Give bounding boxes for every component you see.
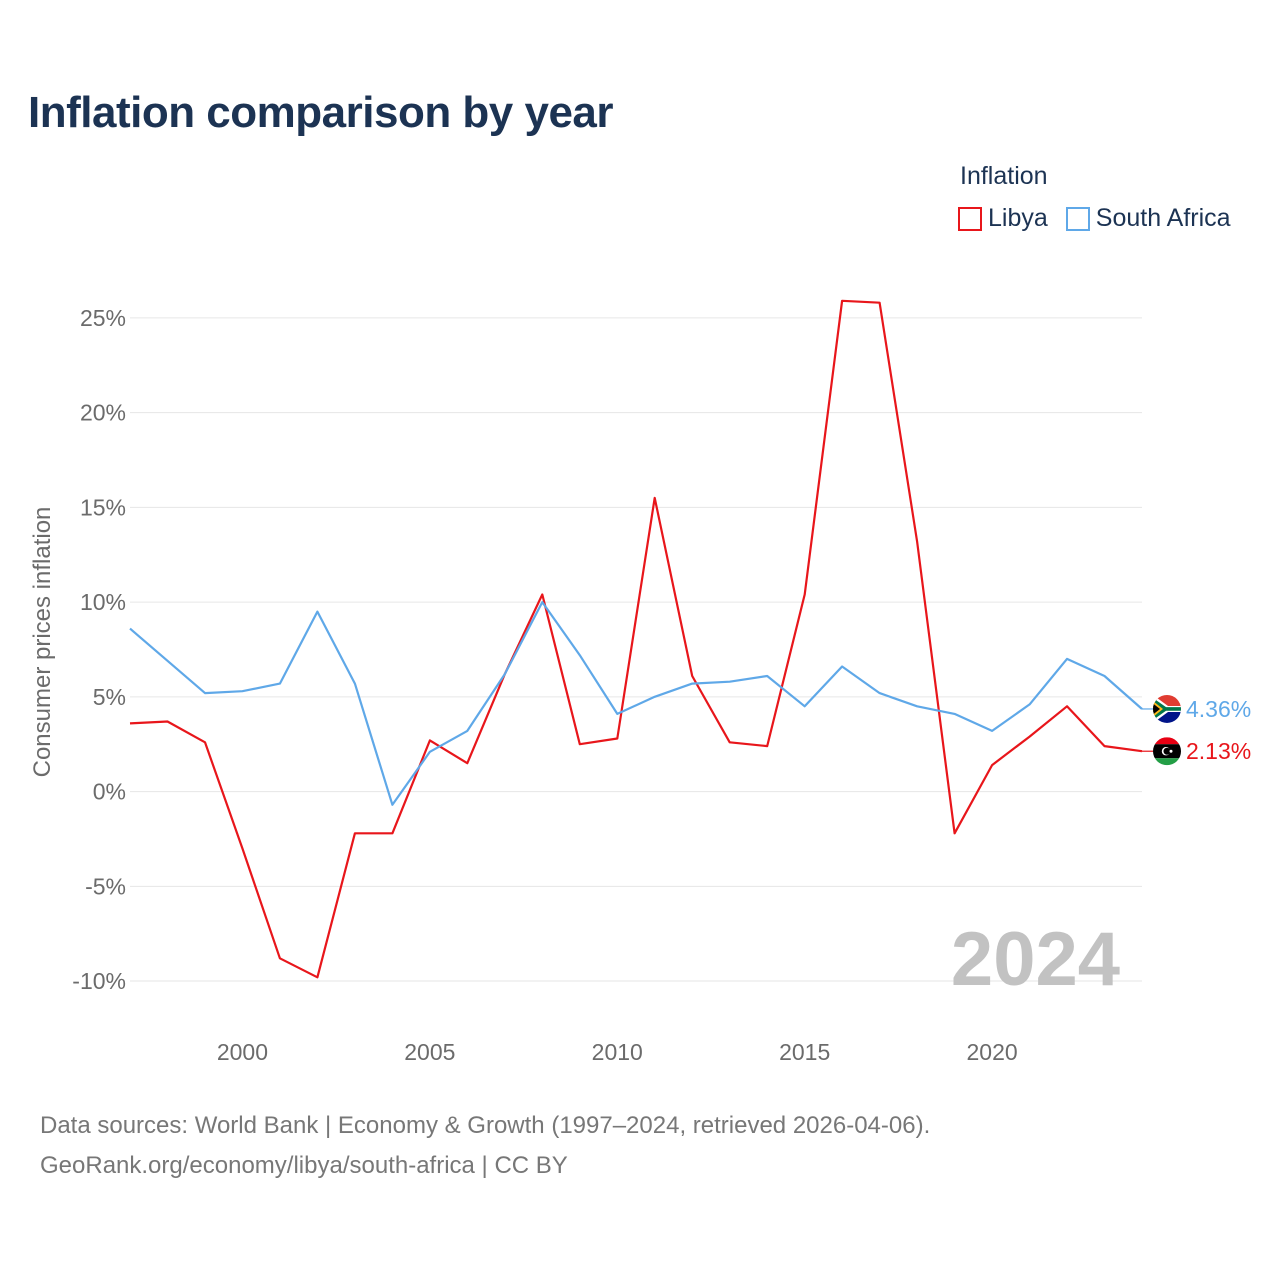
y-axis-label: Consumer prices inflation [29,507,56,778]
y-tick-label: 0% [93,779,126,805]
source-line-1: Data sources: World Bank | Economy & Gro… [40,1112,931,1139]
legend-item-south-africa[interactable]: South Africa [1065,204,1231,233]
legend-label-south-africa: South Africa [1095,204,1231,232]
series-line-libya [129,299,1143,979]
end-value-label: 2.13% [1186,738,1251,764]
legend-title: Inflation [960,162,1048,190]
end-value-label: 4.36% [1186,696,1251,722]
y-tick-label: 10% [80,589,126,615]
source-note: Data sources: World Bank | Economy & Gro… [40,1106,930,1186]
line-chart: 25% 20% 15% 10% 5% 0% -5% -10% 2000 2005 2010 2015 2… [29,299,1251,1065]
y-tick-label: -5% [85,873,126,899]
y-tick-label: -10% [72,968,126,994]
legend-swatch-libya [958,206,982,231]
year-watermark: 2024 [951,917,1120,1002]
series-line-south-africa [129,600,1143,806]
legend: Libya South Africa [958,204,1249,233]
chart-title: Inflation comparison by year [28,88,614,137]
y-tick-label: 25% [80,305,126,331]
x-tick-label: 2010 [592,1039,643,1065]
south-africa-flag-icon [1153,694,1181,723]
y-tick-label: 5% [93,684,126,710]
y-tick-label: 20% [80,400,126,426]
libya-flag-icon [1153,737,1181,766]
x-tick-label: 2020 [966,1039,1017,1065]
x-tick-label: 2000 [217,1039,268,1065]
legend-item-libya[interactable]: Libya [958,204,1048,233]
x-tick-label: 2005 [404,1039,455,1065]
source-line-2[interactable]: GeoRank.org/economy/libya/south-africa |… [40,1152,568,1179]
y-tick-label: 15% [80,494,126,520]
x-tick-label: 2015 [779,1039,830,1065]
legend-label-libya: Libya [988,204,1048,232]
legend-swatch-south-africa [1065,206,1090,231]
